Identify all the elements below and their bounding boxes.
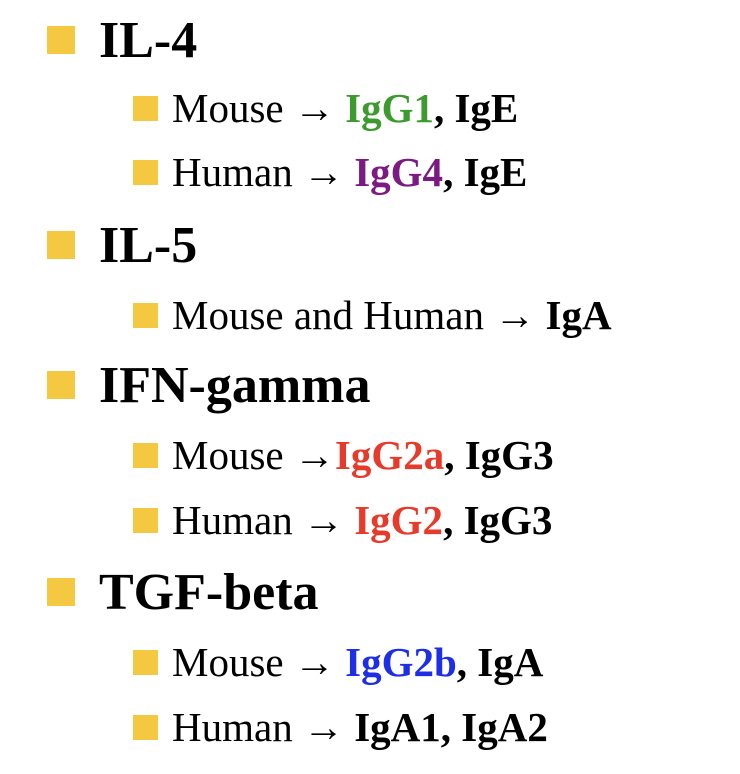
text: Mouse → — [172, 639, 346, 685]
sub-item: Human → IgG4, IgE — [133, 142, 527, 202]
bullet — [133, 159, 158, 185]
heading-text: IL-4 — [99, 11, 198, 69]
isotype: , IgG3 — [443, 497, 553, 543]
sub-item: Mouse → IgG1, IgE — [133, 78, 518, 138]
text: Human → — [172, 149, 355, 195]
heading: IL-4 — [47, 5, 197, 75]
bullet — [133, 507, 158, 533]
sub-item: Mouse and Human → IgA — [133, 285, 612, 345]
bullet — [47, 26, 75, 54]
text: Mouse → — [172, 432, 335, 478]
heading-text: IFN-gamma — [99, 356, 371, 414]
sub-item: Mouse → IgG2a, IgG3 — [133, 425, 554, 485]
isotype: IgA — [545, 292, 612, 338]
isotype: IgA1, IgA2 — [354, 704, 548, 750]
bullet — [47, 231, 75, 259]
bullet — [133, 95, 158, 121]
bullet — [133, 714, 158, 740]
isotype: , IgE — [433, 85, 519, 131]
isotype: IgG2 — [354, 497, 444, 543]
bullet — [47, 371, 75, 399]
text: Human → — [172, 497, 355, 543]
bullet — [133, 302, 158, 328]
sub-item: Mouse → IgG2b, IgA — [133, 632, 543, 692]
sub-item: Human → IgG2, IgG3 — [133, 490, 552, 550]
text: Mouse → — [172, 85, 346, 131]
isotype: IgG2b — [345, 639, 457, 685]
heading: TGF-beta — [47, 557, 319, 627]
text: Mouse and Human → — [172, 292, 546, 338]
isotype: IgG4 — [354, 149, 444, 195]
isotype: , IgE — [443, 149, 528, 195]
heading-text: TGF-beta — [99, 563, 319, 621]
bullet — [133, 649, 158, 675]
heading-text: IL-5 — [99, 216, 198, 274]
isotype: , IgG3 — [444, 432, 554, 478]
bullet — [133, 442, 158, 468]
isotype: IgG1 — [345, 85, 434, 131]
heading: IFN-gamma — [47, 350, 371, 420]
text: Human → — [172, 704, 355, 750]
isotype: , IgA — [456, 639, 544, 685]
heading: IL-5 — [47, 210, 197, 280]
sub-item: Human → IgA1, IgA2 — [133, 697, 548, 757]
bullet — [47, 578, 75, 606]
isotype: IgG2a — [334, 432, 445, 478]
